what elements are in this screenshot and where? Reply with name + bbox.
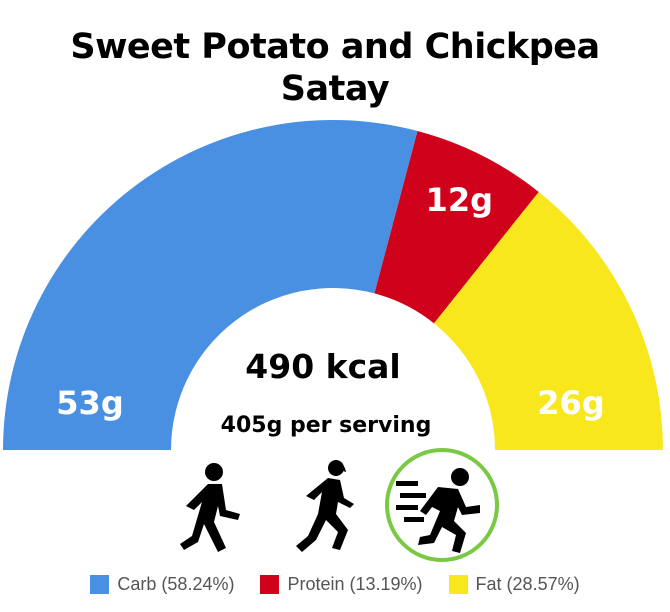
legend-item-carb: Carb (58.24%) <box>90 574 234 595</box>
legend-label-protein: Protein (13.19%) <box>287 574 423 594</box>
chart-value-labels: 53g 12g 26g <box>56 181 604 422</box>
title-line-1: Sweet Potato and Chickpea <box>70 27 600 67</box>
segment-protein <box>374 131 539 324</box>
legend-label-carb: Carb (58.24%) <box>117 574 235 594</box>
walking-person-icon <box>180 463 240 552</box>
chart-title: Sweet Potato and Chickpea Satay <box>0 26 670 110</box>
chart-legend: Carb (58.24%) Protein (13.19%) Fat (28.5… <box>0 574 670 595</box>
legend-swatch-fat <box>448 575 468 594</box>
running-woman-icon <box>296 460 354 552</box>
legend-item-protein: Protein (13.19%) <box>260 574 423 595</box>
kcal-value: 490 kcal <box>245 347 400 386</box>
legend-swatch-carb <box>90 575 110 594</box>
segment-carb <box>3 119 418 450</box>
legend-item-fat: Fat (28.57%) <box>448 574 580 595</box>
value-label-protein: 12g <box>426 181 493 219</box>
value-label-fat: 26g <box>537 384 604 422</box>
serving-size: 405g per serving <box>221 413 432 438</box>
legend-swatch-protein <box>260 575 280 594</box>
chart-segments <box>3 119 663 450</box>
legend-label-fat: Fat (28.57%) <box>475 574 580 594</box>
segment-fat <box>434 191 663 450</box>
title-line-2: Satay <box>280 69 390 109</box>
value-label-carb: 53g <box>56 384 123 422</box>
sprinting-person-icon <box>385 448 499 562</box>
